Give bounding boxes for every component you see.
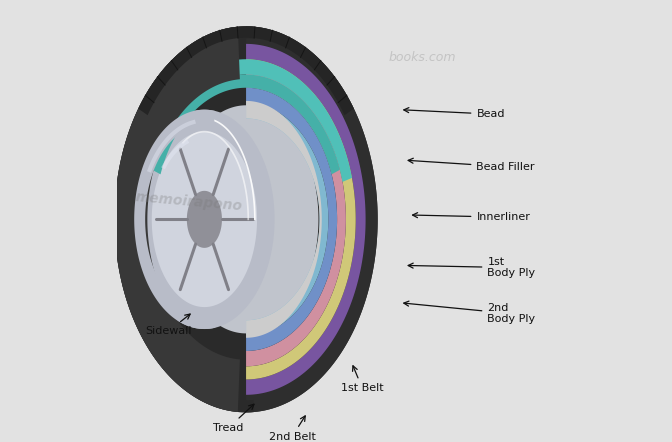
Text: Bead Filler: Bead Filler bbox=[408, 158, 535, 171]
Polygon shape bbox=[152, 132, 257, 307]
Polygon shape bbox=[246, 103, 329, 335]
Polygon shape bbox=[114, 27, 254, 412]
Polygon shape bbox=[246, 59, 355, 380]
Text: memoiraponо: memoiraponо bbox=[134, 190, 243, 213]
Text: 2nd Belt: 2nd Belt bbox=[269, 416, 316, 442]
Polygon shape bbox=[114, 27, 378, 412]
Polygon shape bbox=[246, 88, 337, 351]
Polygon shape bbox=[246, 44, 366, 395]
Polygon shape bbox=[134, 110, 215, 329]
Text: 1st
Body Ply: 1st Body Ply bbox=[408, 257, 536, 278]
Text: Innerliner: Innerliner bbox=[413, 212, 530, 222]
Polygon shape bbox=[246, 27, 378, 412]
Polygon shape bbox=[246, 101, 322, 338]
Polygon shape bbox=[114, 27, 240, 412]
Polygon shape bbox=[187, 191, 222, 248]
Text: Bead: Bead bbox=[404, 107, 505, 119]
Polygon shape bbox=[153, 75, 340, 174]
Text: 1st Belt: 1st Belt bbox=[341, 366, 384, 393]
Text: books.com: books.com bbox=[388, 51, 456, 65]
Text: Tread: Tread bbox=[213, 404, 254, 433]
Polygon shape bbox=[140, 59, 352, 182]
Polygon shape bbox=[246, 72, 346, 366]
Polygon shape bbox=[138, 27, 354, 115]
Text: Sidewall: Sidewall bbox=[145, 314, 192, 336]
Text: 2nd
Body Ply: 2nd Body Ply bbox=[404, 301, 536, 324]
Polygon shape bbox=[173, 105, 319, 333]
Polygon shape bbox=[134, 110, 275, 329]
